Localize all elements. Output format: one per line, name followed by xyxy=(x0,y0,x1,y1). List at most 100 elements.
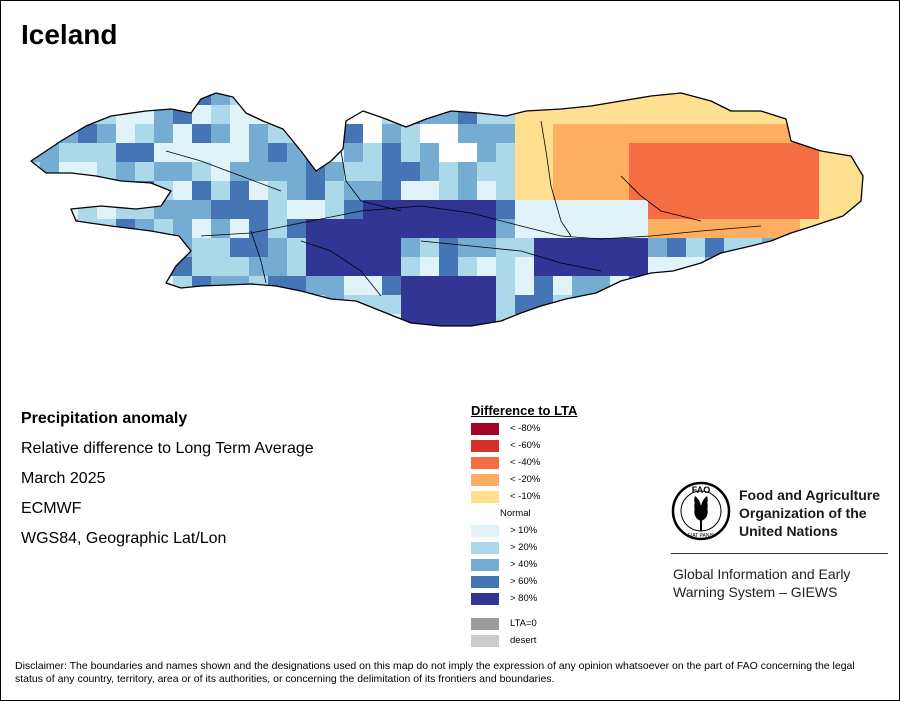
grid-cell xyxy=(534,333,553,351)
grid-cell xyxy=(97,181,116,200)
grid-cell xyxy=(800,105,819,124)
grid-cell xyxy=(762,124,781,143)
grid-cell xyxy=(724,181,743,200)
grid-cell xyxy=(173,105,192,124)
grid-cell xyxy=(743,219,762,238)
grid-cell xyxy=(648,333,667,351)
grid-cell xyxy=(306,143,325,162)
grid-cell xyxy=(420,238,439,257)
grid-cell xyxy=(667,295,686,314)
legend-swatch xyxy=(471,559,499,571)
grid-cell xyxy=(211,295,230,314)
grid-cell xyxy=(857,257,863,276)
grid-cell xyxy=(192,257,211,276)
grid-cell xyxy=(439,181,458,200)
grid-cell xyxy=(553,181,572,200)
grid-cell xyxy=(629,93,648,105)
grid-cell xyxy=(78,105,97,124)
grid-cell xyxy=(458,143,477,162)
grid-cell xyxy=(819,181,838,200)
grid-cell xyxy=(401,162,420,181)
grid-cell xyxy=(40,276,59,295)
grid-cell xyxy=(135,162,154,181)
grid-cell xyxy=(135,93,154,105)
grid-cell xyxy=(534,124,553,143)
grid-cell xyxy=(420,219,439,238)
grid-cell xyxy=(211,314,230,326)
grid-cell xyxy=(781,333,800,351)
grid-cell xyxy=(724,257,743,276)
map-title: Iceland xyxy=(21,19,118,50)
grid-cell xyxy=(420,181,439,200)
grid-cell xyxy=(496,333,515,351)
grid-cell xyxy=(838,276,857,295)
grid-cell xyxy=(325,276,344,295)
grid-cell xyxy=(401,238,420,257)
grid-cell xyxy=(667,238,686,257)
grid-cell xyxy=(686,200,705,219)
disclaimer: Disclaimer: The boundaries and names sho… xyxy=(15,660,855,685)
grid-cell xyxy=(211,333,230,351)
grid-cell xyxy=(458,276,477,295)
grid-cell xyxy=(648,143,667,162)
grid-cell xyxy=(287,162,306,181)
grid-cell xyxy=(857,105,863,124)
grid-cell xyxy=(477,257,496,276)
grid-cell xyxy=(363,257,382,276)
grid-cell xyxy=(458,162,477,181)
grid-cell xyxy=(116,314,135,326)
legend: Difference to LTA < -80% < -60% < -40% <… xyxy=(471,403,577,652)
grid-cell xyxy=(724,124,743,143)
grid-cell xyxy=(553,124,572,143)
info-title: Precipitation anomaly xyxy=(21,410,188,427)
grid-cell xyxy=(78,276,97,295)
legend-item: LTA=0 xyxy=(471,618,577,635)
legend-item: desert xyxy=(471,635,577,652)
grid-cell xyxy=(553,314,572,326)
grid-cell xyxy=(401,219,420,238)
grid-cell xyxy=(781,257,800,276)
grid-cell xyxy=(154,238,173,257)
grid-cell xyxy=(819,238,838,257)
grid-cell xyxy=(477,181,496,200)
grid-cell xyxy=(287,314,306,326)
grid-cell xyxy=(629,105,648,124)
grid-cell xyxy=(610,295,629,314)
grid-cell xyxy=(382,314,401,326)
grid-cell xyxy=(458,314,477,326)
grid-cell xyxy=(97,200,116,219)
grid-cell xyxy=(287,105,306,124)
grid-cell xyxy=(249,143,268,162)
grid-cell xyxy=(686,143,705,162)
grid-cell xyxy=(781,238,800,257)
grid-cell xyxy=(629,295,648,314)
grid-cell xyxy=(40,314,59,326)
grid-cell xyxy=(762,181,781,200)
grid-cell xyxy=(800,276,819,295)
grid-cell xyxy=(344,314,363,326)
grid-cell xyxy=(287,200,306,219)
grid-cell xyxy=(667,143,686,162)
grid-cell xyxy=(686,124,705,143)
grid-cell xyxy=(97,143,116,162)
grid-cell xyxy=(857,200,863,219)
grid-cell xyxy=(458,333,477,351)
grid-cell xyxy=(382,295,401,314)
grid-cell xyxy=(230,276,249,295)
grid-cell xyxy=(496,238,515,257)
grid-cell xyxy=(59,238,78,257)
grid-cell xyxy=(515,162,534,181)
grid-cell xyxy=(40,238,59,257)
grid-cell xyxy=(743,93,762,105)
grid-cell xyxy=(876,162,895,181)
grid-cell xyxy=(610,238,629,257)
grid-cell xyxy=(572,200,591,219)
grid-cell xyxy=(838,314,857,326)
grid-cell xyxy=(648,314,667,326)
grid-cell xyxy=(819,200,838,219)
grid-cell xyxy=(31,314,40,326)
grid-cell xyxy=(192,238,211,257)
grid-cell xyxy=(610,124,629,143)
grid-cell xyxy=(306,93,325,105)
grid-cell xyxy=(325,93,344,105)
